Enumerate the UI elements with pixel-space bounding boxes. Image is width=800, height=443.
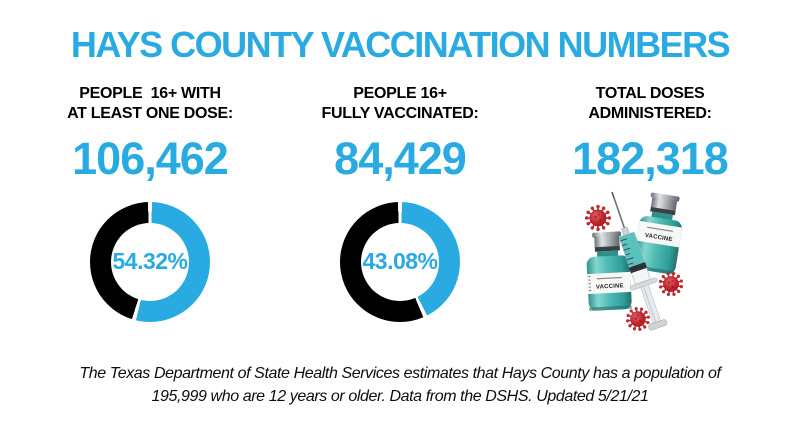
vial-label: VACCINE (596, 283, 624, 290)
donut-center-label: 43.08% (362, 248, 438, 275)
stat-one-dose: PEOPLE 16+ WITH AT LEAST ONE DOSE: 106,4… (25, 84, 275, 348)
donut-chart-one-dose: 54.32% (90, 201, 210, 322)
donut-chart-fully-vaccinated: 43.08% (340, 201, 460, 322)
stat-fully-vaccinated: PEOPLE 16+ FULLY VACCINATED: 84,429 43.0… (275, 84, 525, 348)
stat-value: 182,318 (572, 132, 729, 184)
stat-header: TOTAL DOSES ADMINISTERED: (588, 84, 712, 123)
page-title: HAYS COUNTY VACCINATION NUMBERS (70, 24, 731, 65)
donut-center-label: 54.32% (112, 248, 188, 275)
virus-icon (584, 203, 612, 232)
footnote: The Texas Department of State Health Ser… (79, 364, 721, 405)
vaccine-vial-icon: VACCINE (632, 192, 683, 275)
stat-value: 84,429 (334, 132, 467, 184)
stats-row: PEOPLE 16+ WITH AT LEAST ONE DOSE: 106,4… (25, 84, 775, 348)
syringe-icon (611, 191, 668, 331)
stat-value: 106,462 (72, 132, 229, 184)
stat-total-doses: TOTAL DOSES ADMINISTERED: 182,318 (525, 84, 775, 348)
stat-header: PEOPLE 16+ FULLY VACCINATED: (321, 84, 479, 123)
vial-label: VACCINE (644, 233, 673, 243)
stat-header: PEOPLE 16+ WITH AT LEAST ONE DOSE: (67, 84, 233, 123)
vaccine-vial-icon: VACCINE (586, 231, 632, 311)
vaccine-illustration: VACCINE (584, 191, 687, 334)
